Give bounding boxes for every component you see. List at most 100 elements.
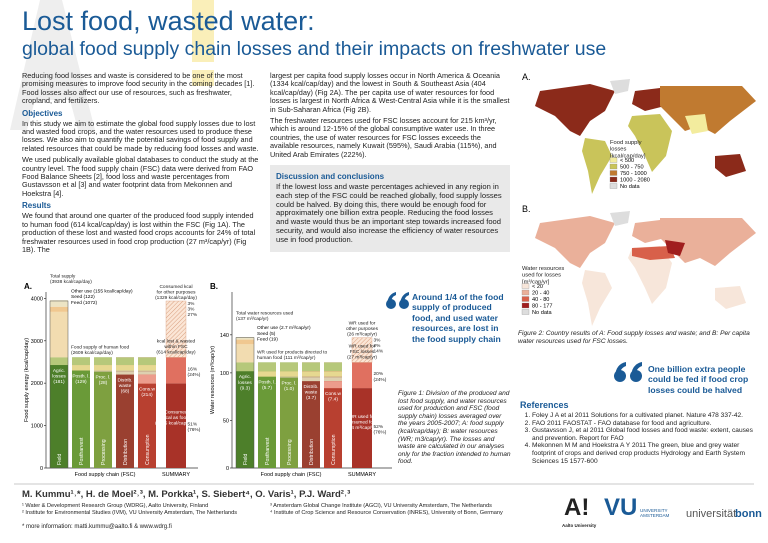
other-use-label: Feed (19)	[257, 337, 278, 343]
logo-text: universität	[686, 508, 737, 520]
bar	[94, 357, 112, 468]
loss-label: Cons.w	[325, 391, 342, 397]
title: Lost food, wasted water:	[22, 6, 315, 36]
paragraph: The freshwater resources used for FSC lo…	[270, 116, 497, 159]
percent-label: 2%	[374, 343, 382, 349]
legend-swatch	[609, 157, 618, 163]
percent-label: 3%	[188, 301, 196, 307]
x-axis-label: SUMMARY	[348, 472, 376, 478]
loss-segment	[94, 365, 112, 371]
logo-text: bonn	[735, 508, 762, 520]
bar	[138, 357, 156, 468]
legend-label: < 20	[532, 284, 543, 290]
loss-segment	[116, 371, 134, 375]
bar	[280, 362, 298, 468]
summary-label: kcal as food	[163, 415, 189, 421]
paragraph: We found that around one quarter of the …	[22, 211, 256, 254]
summary-label: (1995 kcal/cap/day)	[155, 420, 197, 426]
total-label: Total supply	[50, 274, 76, 280]
loss-segment	[324, 362, 342, 372]
legend-label: 80 - 177	[532, 304, 553, 310]
references: References Foley J A et al 2011 Solution…	[520, 400, 762, 465]
loss-label: (68)	[121, 389, 130, 395]
x-axis-label: SUMMARY	[162, 472, 190, 478]
column-2: largest per capita food supply losses oc…	[270, 71, 510, 252]
summary-other	[351, 337, 373, 363]
bar	[50, 357, 68, 468]
affiliations: ³ Amsterdam Global Change Institute (AGC…	[270, 503, 560, 517]
map-b	[535, 211, 756, 326]
loss-segment	[302, 371, 320, 377]
paragraph: Reducing food losses and waste is consid…	[22, 71, 255, 106]
map-a	[535, 79, 756, 194]
summary-label: (26 m³/cap/yr)	[347, 332, 377, 338]
legend-swatch	[521, 283, 530, 289]
summary-label: Consumed	[164, 409, 188, 415]
phase-label: Distribution	[309, 439, 315, 465]
discussion-box: Discussion and conclusions If the lowest…	[270, 165, 510, 252]
loss-segment	[302, 362, 320, 372]
loss-label: (28)	[99, 380, 108, 386]
legend-swatch	[609, 176, 618, 183]
loss-segment	[236, 362, 254, 372]
phase-label: Consumption	[331, 434, 337, 465]
y-tick-label: 3000	[31, 339, 43, 345]
loss-segment	[280, 376, 298, 378]
total-label: (3938 kcal/cap/day)	[50, 279, 92, 285]
loss-segment	[72, 357, 90, 366]
food-label: (2609 kcal/cap/day)	[71, 350, 113, 356]
paragraph: largest per capita food supply losses oc…	[270, 71, 510, 114]
food-label: human food (111 m³/cap/yr)	[257, 355, 316, 361]
figure-caption: Figure 2: Country results of A: Food sup…	[518, 330, 750, 345]
summary-label: kcal lost & wasted	[157, 338, 196, 344]
phase-label: Processing	[287, 439, 293, 465]
affiliations: ¹ Water & Development Research Group (WD…	[22, 503, 272, 517]
heading: Objectives	[22, 108, 63, 118]
other-use-segment	[50, 300, 68, 307]
other-use-segment	[236, 336, 254, 340]
panel-label: B.	[210, 282, 218, 291]
legend-title: losses	[610, 147, 627, 153]
logo-text: UNIVERSITY AMSTERDAM	[640, 508, 670, 518]
y-tick-label: 50	[223, 418, 229, 424]
loss-label: (5.7)	[262, 385, 272, 391]
loss-label: Agric.	[53, 368, 65, 374]
summary-lost	[166, 357, 186, 384]
loss-segment	[258, 371, 276, 377]
bar	[324, 362, 342, 468]
loss-segment	[324, 376, 342, 378]
reference-list: Foley J A et al 2011 Solutions for a cul…	[520, 412, 762, 465]
bar	[116, 357, 134, 468]
y-tick-label: 0	[226, 466, 229, 472]
legend-title: Food supply	[610, 140, 642, 146]
loss-segment	[302, 377, 320, 382]
summary-label: WR used for	[349, 414, 376, 420]
heading: References	[520, 400, 569, 410]
loss-label: waste	[119, 383, 132, 389]
percent-label: 3%	[374, 338, 382, 344]
summary-consumed	[352, 388, 372, 468]
loss-label: losses	[238, 380, 252, 386]
bar	[258, 362, 276, 468]
bar	[236, 362, 254, 468]
loss-segment	[324, 381, 342, 389]
loss-label: (181)	[53, 379, 65, 385]
loss-segment	[138, 370, 156, 372]
phase-label: Postharvest	[265, 437, 271, 465]
legend-swatch	[609, 163, 618, 170]
paragraph: In this study we aim to estimate the glo…	[22, 118, 259, 153]
summary-label: (27 m³/cap/yr)	[347, 354, 377, 360]
y-axis-label: Food supply energy (kcal/cap/day)	[24, 338, 30, 422]
loss-segment	[280, 371, 298, 377]
summary-label: (84 m³/cap/yr)	[347, 425, 377, 431]
bar	[302, 362, 320, 468]
other-use-segment	[50, 306, 68, 312]
legend-swatch	[521, 289, 530, 296]
contact: * more information: matti.kummu@aalto.fi…	[22, 524, 172, 530]
phase-label: Field	[57, 454, 63, 465]
y-tick-label: 2000	[31, 381, 43, 387]
loss-segment	[302, 376, 320, 378]
legend-label: 20 - 40	[532, 291, 549, 297]
phase-label: Distribution	[123, 439, 129, 465]
